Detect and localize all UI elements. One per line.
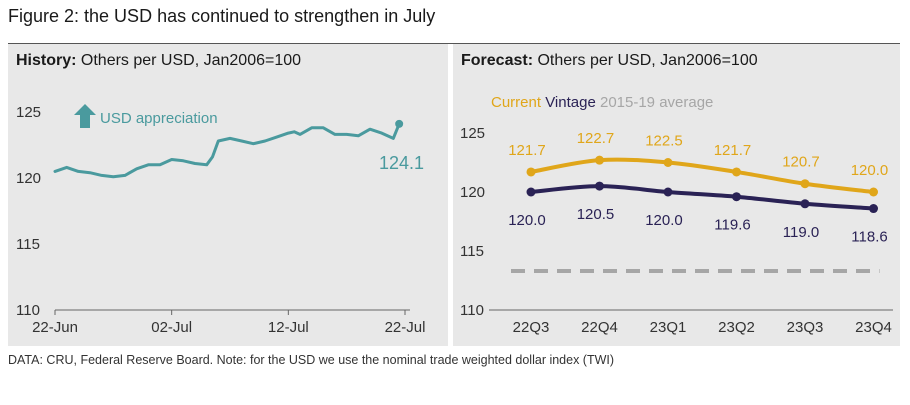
vintage-data-label: 120.0	[645, 212, 683, 229]
legend-vintage: Vintage	[541, 94, 596, 111]
vintage-data-label: 119.0	[783, 224, 819, 241]
current-data-label: 122.7	[577, 130, 615, 147]
current-data-label: 120.7	[782, 154, 820, 171]
forecast-panel-title: Forecast: Others per USD, Jan2006=100	[461, 52, 758, 70]
source-note: DATA: CRU, Federal Reserve Board. Note: …	[8, 353, 615, 367]
figure-title: Figure 2: the USD has continued to stren…	[8, 6, 436, 26]
history-title-bold: History:	[16, 52, 77, 69]
current-point	[800, 179, 810, 189]
x-tick-label: 23Q4	[855, 319, 892, 336]
y-tick-label: 125	[460, 125, 485, 142]
history-title-rest: Others per USD, Jan2006=100	[76, 52, 302, 69]
y-tick-label: 110	[460, 302, 484, 319]
vintage-point	[800, 199, 810, 209]
legend-average: 2015-19 average	[596, 94, 714, 111]
current-data-label: 122.5	[645, 133, 683, 150]
x-tick-label: 23Q3	[787, 319, 824, 336]
x-tick-label: 12-Jul	[268, 319, 309, 336]
forecast-chart: 110 115 120 125 22Q3 22Q4 23Q1 23Q2 23Q3 23Q4 Curr…	[460, 94, 893, 336]
y-tick-label: 110	[16, 302, 40, 319]
vintage-point	[663, 187, 673, 197]
arrow-up-icon	[74, 104, 96, 128]
x-tick-label: 22Q4	[581, 319, 618, 336]
history-panel: History: Others per USD, Jan2006=100 110…	[8, 44, 448, 346]
x-tick-label: 22Q3	[513, 319, 550, 336]
history-series-line	[53, 122, 401, 179]
y-tick-label: 115	[460, 243, 484, 260]
legend: Current Vintage 2015-19 average	[491, 94, 713, 111]
current-point	[663, 158, 673, 167]
history-end-label: 124.1	[379, 153, 424, 173]
y-tick-label: 115	[16, 236, 40, 253]
x-tick-label: 23Q2	[718, 319, 755, 336]
current-point	[595, 155, 604, 165]
x-tick-label: 22-Jun	[32, 319, 78, 336]
current-point	[869, 187, 878, 197]
current-data-label: 121.7	[508, 142, 546, 159]
y-tick-label: 120	[460, 184, 485, 201]
history-panel-title: History: Others per USD, Jan2006=100	[16, 52, 301, 70]
current-data-label: 120.0	[851, 162, 889, 179]
title-rule	[8, 43, 900, 44]
current-point	[732, 167, 741, 177]
y-tick-label: 125	[16, 104, 41, 121]
vintage-point	[732, 192, 741, 202]
forecast-panel: Forecast: Others per USD, Jan2006=100 11…	[453, 44, 900, 346]
vintage-data-label: 119.6	[714, 217, 750, 234]
current-series-line	[529, 157, 876, 194]
x-tick-label: 22-Jul	[385, 319, 426, 336]
current-point	[526, 167, 536, 177]
vintage-point	[595, 181, 604, 191]
y-tick-label: 120	[16, 170, 41, 187]
vintage-data-label: 120.0	[508, 212, 546, 229]
history-chart: 110 115 120 125 22-Jun 02-Jul 12-Jul 22-Jul 124.…	[16, 104, 426, 336]
x-tick-label: 02-Jul	[151, 319, 192, 336]
vintage-point	[526, 187, 536, 197]
forecast-title-bold: Forecast:	[461, 52, 534, 69]
vintage-point	[869, 204, 878, 214]
vintage-series-line	[529, 184, 876, 211]
x-tick-label: 23Q1	[650, 319, 687, 336]
legend-current: Current	[491, 94, 542, 111]
vintage-data-label: 120.5	[577, 206, 615, 223]
current-data-label: 121.7	[714, 142, 752, 159]
annotation-usd-appreciation: USD appreciation	[100, 110, 218, 127]
history-last-point	[395, 119, 404, 128]
vintage-data-label: 118.6	[851, 229, 887, 246]
forecast-title-rest: Others per USD, Jan2006=100	[533, 52, 758, 69]
